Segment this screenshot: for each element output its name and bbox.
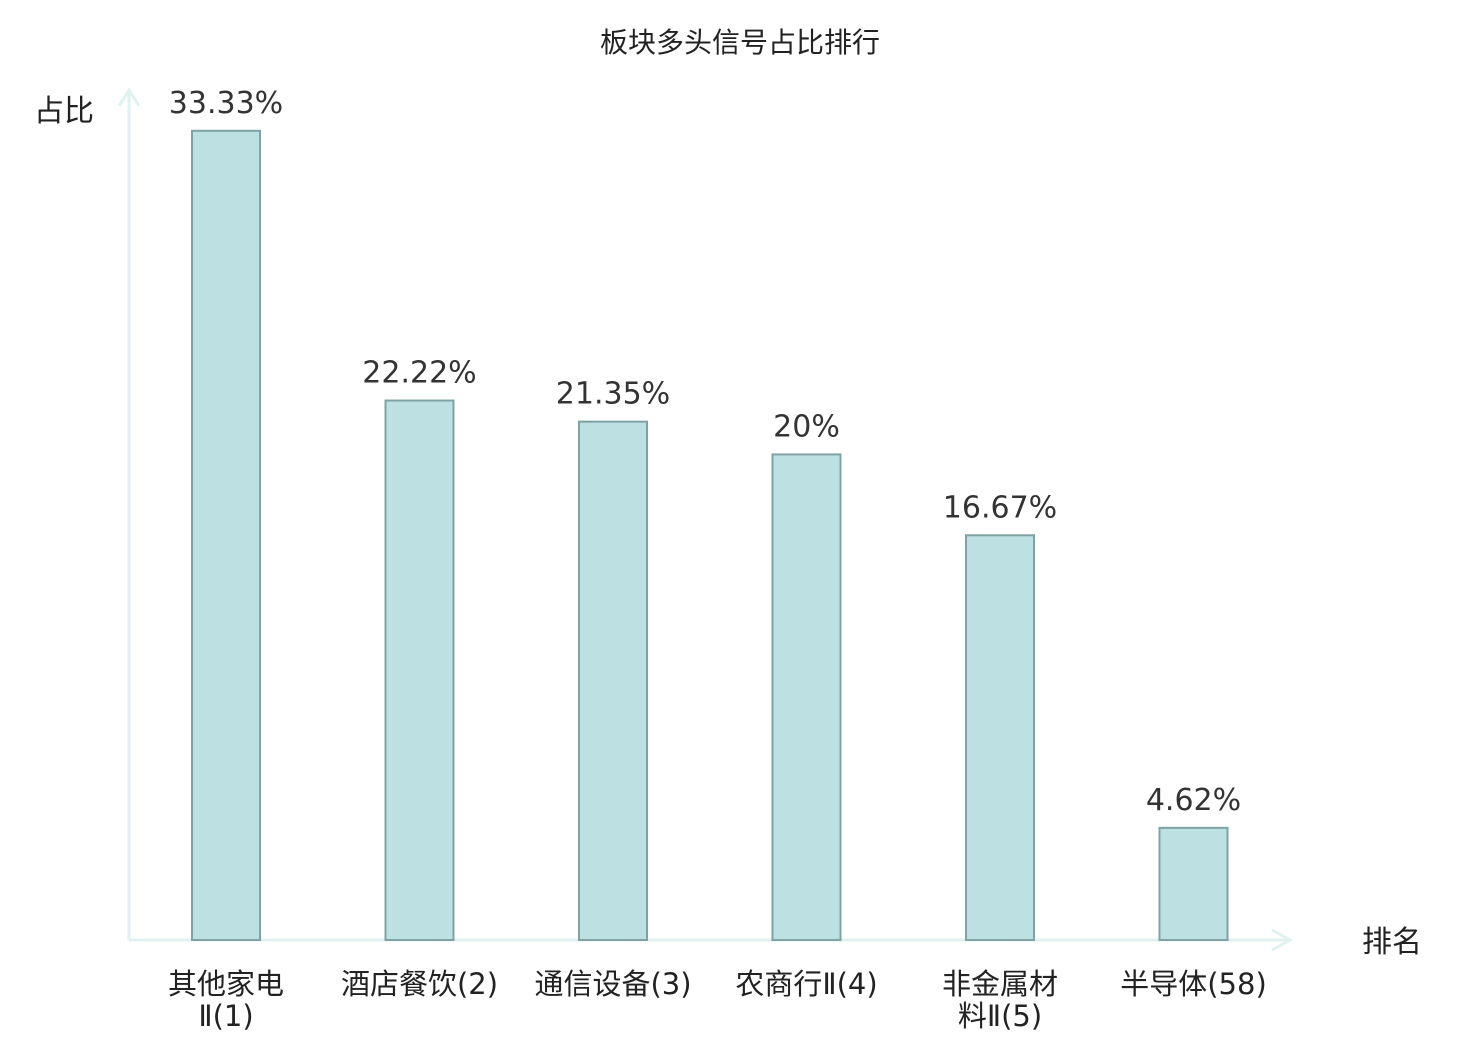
- bar: [578, 420, 648, 941]
- axes: [117, 87, 1294, 952]
- data-label: 21.35%: [556, 377, 670, 412]
- bar: [965, 534, 1035, 942]
- category-label: 农商行Ⅱ(4): [735, 967, 877, 1001]
- bar: [191, 129, 261, 942]
- x-axis-title: 排名: [1362, 925, 1422, 960]
- category-label: 酒店餐饮(2): [341, 967, 498, 1001]
- category-label: 通信设备(3): [534, 967, 691, 1001]
- data-label: 33.33%: [169, 86, 283, 121]
- y-axis-title: 占比: [34, 94, 94, 129]
- data-label: 20%: [773, 409, 840, 444]
- category-label: 半导体(58): [1120, 967, 1267, 1001]
- bar: [771, 453, 842, 941]
- category-label: Ⅱ(1): [198, 999, 253, 1033]
- data-label: 22.22%: [362, 356, 476, 391]
- bar: [384, 399, 455, 941]
- category-label: 非金属材: [942, 967, 1058, 1001]
- y-axis-arrow: [117, 87, 141, 107]
- data-label: 16.67%: [943, 490, 1057, 525]
- x-axis-arrow: [1271, 928, 1294, 952]
- value-labels: 33.33% 22.22% 21.35% 20% 16.67% 4.62%: [169, 86, 1241, 818]
- bars: [191, 129, 1229, 942]
- chart-title: 板块多头信号占比排行: [600, 26, 880, 59]
- data-label: 4.62%: [1146, 783, 1241, 818]
- bar: [1158, 826, 1229, 942]
- category-label: 其他家电: [168, 967, 284, 1001]
- category-label: 料Ⅱ(5): [958, 999, 1042, 1033]
